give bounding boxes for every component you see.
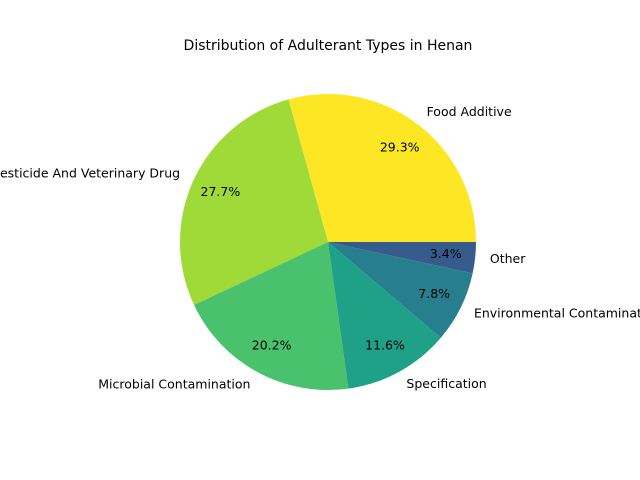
slice-label-pesticide-and-veterinary-drug: Pesticide And Veterinary Drug: [0, 166, 180, 181]
pct-label-pesticide-and-veterinary-drug: 27.7%: [201, 184, 241, 199]
pie-labels: Food Additive 29.3% Pesticide And Veterina…: [0, 104, 640, 392]
pie-slice-pesticide-and-veterinary-drug: [179, 99, 328, 306]
chart-title: Distribution of Adulterant Types in Hena…: [184, 38, 473, 54]
pie-slice-other: [328, 242, 476, 274]
slice-label-specification: Specification: [406, 376, 486, 391]
pie-slice-microbial-contamination: [194, 242, 349, 391]
pct-label-environmental-contamination: 7.8%: [418, 286, 450, 301]
pct-label-other: 3.4%: [430, 246, 462, 261]
slice-label-microbial-contamination: Microbial Contamination: [98, 377, 250, 392]
pct-label-microbial-contamination: 20.2%: [252, 338, 292, 353]
slice-label-food-additive: Food Additive: [427, 104, 512, 119]
pie-slice-food-additive: [288, 93, 477, 242]
slice-label-environmental-contamination: Environmental Contamination: [474, 306, 640, 321]
pct-label-food-additive: 29.3%: [380, 139, 420, 154]
pie-slice-environmental-contamination: [328, 242, 473, 338]
pie-slice-specification: [328, 242, 441, 389]
pie-slices: [179, 93, 477, 391]
slice-label-other: Other: [490, 251, 526, 266]
pct-label-specification: 11.6%: [365, 337, 405, 352]
